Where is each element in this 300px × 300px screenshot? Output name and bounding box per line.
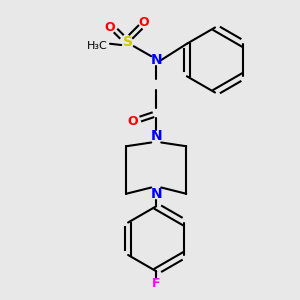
Text: N: N bbox=[150, 187, 162, 201]
Text: F: F bbox=[152, 277, 160, 290]
Text: N: N bbox=[150, 129, 162, 143]
Text: O: O bbox=[127, 115, 138, 128]
Text: S: S bbox=[122, 35, 133, 50]
Text: O: O bbox=[138, 16, 149, 29]
Text: O: O bbox=[105, 21, 115, 34]
Text: N: N bbox=[150, 53, 162, 67]
Text: H₃C: H₃C bbox=[87, 41, 108, 51]
